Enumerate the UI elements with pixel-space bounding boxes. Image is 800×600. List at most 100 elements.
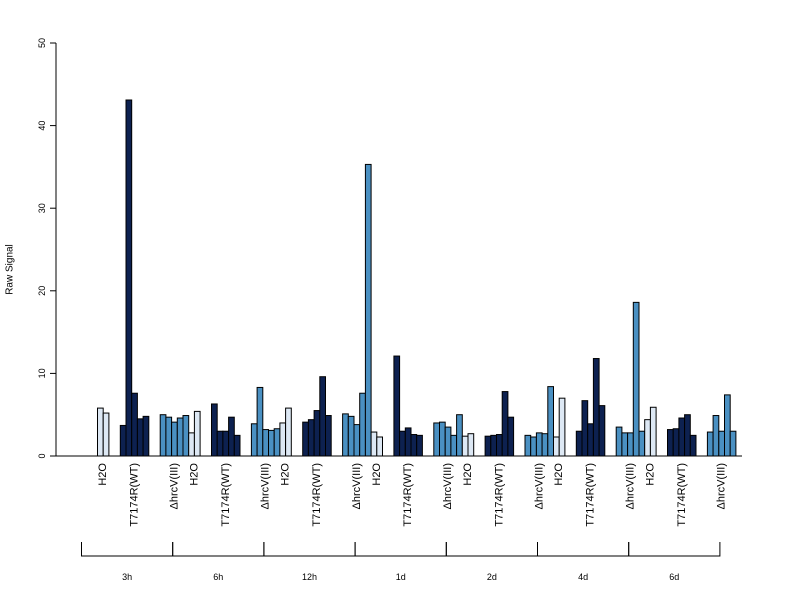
bar — [615, 426, 623, 457]
bar — [376, 436, 383, 457]
condition-labels: H2O T7174R(WT) ΔhrcV(III) H2O T7174R(WT) Δhrc… — [97, 463, 727, 527]
group-bracket — [445, 542, 538, 557]
group-label: 6d — [669, 572, 679, 582]
bar — [575, 430, 583, 457]
bar — [724, 394, 731, 457]
group-bracket — [354, 542, 447, 557]
group-bracket — [81, 542, 174, 557]
condition-label: ΔhrcV(III) — [260, 463, 272, 509]
condition-label: ΔhrcV(III) — [442, 463, 454, 509]
y-tick-label: 20 — [37, 286, 47, 296]
bar — [256, 386, 264, 457]
bar — [102, 412, 110, 457]
bar — [558, 397, 566, 457]
group-label: 2d — [487, 572, 497, 582]
bar — [416, 434, 423, 457]
bar — [307, 419, 315, 457]
bar — [553, 436, 560, 457]
bar — [359, 392, 366, 457]
y-tick-label: 10 — [37, 368, 47, 378]
y-tick-label: 50 — [37, 38, 47, 48]
bar — [250, 423, 258, 457]
bars — [97, 99, 737, 457]
bar — [627, 432, 634, 457]
bar — [325, 415, 332, 457]
group-brackets: 3h 6h 12h 1d 2d 4d 6d — [81, 542, 721, 582]
condition-label: H2O — [97, 463, 109, 486]
bar — [97, 407, 104, 457]
group-bracket — [628, 542, 721, 557]
bar — [176, 417, 184, 457]
bar — [399, 430, 406, 457]
group-bracket — [172, 542, 265, 557]
y-axis-label: Raw Signal — [5, 244, 16, 295]
bar — [302, 421, 309, 457]
bar — [268, 429, 275, 457]
bar — [165, 416, 173, 457]
bar — [433, 422, 440, 457]
y-tick-label: 0 — [37, 453, 47, 458]
condition-label: T7174R(WT) — [493, 463, 505, 527]
bar — [456, 414, 463, 457]
bar — [547, 386, 554, 457]
bar — [706, 431, 714, 457]
condition-label: H2O — [553, 463, 565, 486]
bar — [142, 415, 150, 457]
bar — [370, 431, 378, 457]
bar — [541, 433, 549, 457]
bar — [228, 416, 235, 457]
group-bracket — [537, 542, 630, 557]
bar — [285, 407, 292, 457]
bar — [353, 424, 361, 457]
bar — [678, 417, 686, 457]
bar — [159, 414, 167, 457]
bar — [684, 414, 691, 457]
bar — [342, 413, 349, 457]
bar — [581, 400, 589, 457]
group-bracket — [263, 542, 356, 557]
bar — [193, 410, 201, 457]
bar — [393, 355, 401, 457]
bar — [119, 424, 127, 457]
bar — [501, 391, 509, 457]
y-tick-label: 40 — [37, 121, 47, 131]
condition-label: ΔhrcV(III) — [351, 463, 363, 509]
bar — [188, 432, 195, 457]
bar — [598, 405, 606, 457]
bar — [507, 416, 515, 457]
bar — [644, 419, 651, 457]
y-axis-ticks: 0 10 20 30 40 50 — [37, 38, 56, 459]
bar — [587, 423, 594, 457]
bar — [262, 429, 269, 457]
bar — [621, 432, 629, 457]
bar — [131, 392, 138, 457]
condition-label: H2O — [644, 463, 656, 486]
bar — [279, 422, 287, 457]
group-label: 6h — [213, 572, 223, 582]
bar — [672, 428, 680, 457]
y-tick-label: 30 — [37, 203, 47, 213]
group-label: 4d — [578, 572, 588, 582]
condition-label: T7174R(WT) — [676, 463, 688, 527]
bar — [125, 99, 133, 457]
bar — [404, 427, 412, 457]
bar — [484, 435, 492, 457]
bar — [530, 436, 537, 457]
bar — [364, 163, 372, 457]
bar — [222, 430, 230, 457]
bar — [649, 406, 657, 457]
condition-label: H2O — [371, 463, 383, 486]
condition-label: ΔhrcV(III) — [533, 463, 545, 509]
condition-label: T7174R(WT) — [129, 463, 141, 527]
condition-label: ΔhrcV(III) — [716, 463, 728, 509]
condition-label: ΔhrcV(III) — [168, 463, 180, 509]
bar — [718, 430, 725, 457]
bar — [273, 428, 281, 457]
condition-label: H2O — [188, 463, 200, 486]
bar — [136, 418, 144, 457]
bar — [467, 433, 475, 457]
bar — [450, 434, 458, 457]
bar — [444, 426, 452, 457]
condition-label: H2O — [462, 463, 474, 486]
